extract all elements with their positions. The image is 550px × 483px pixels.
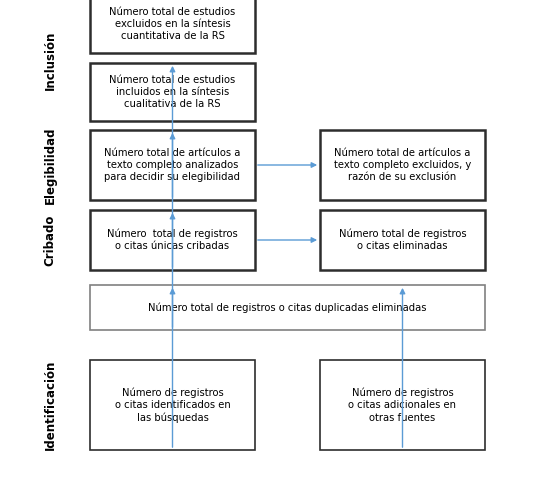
Text: Número total de estudios
incluidos en la síntesis
cualitativa de la RS: Número total de estudios incluidos en la… xyxy=(109,74,235,110)
Text: Identificación: Identificación xyxy=(43,360,57,450)
Bar xyxy=(320,360,485,450)
Bar xyxy=(320,210,485,270)
Text: Número total de artículos a
texto completo excluidos, y
razón de su exclusión: Número total de artículos a texto comple… xyxy=(334,148,471,183)
Bar xyxy=(90,360,255,450)
Text: Número de registros
o citas identificados en
las búsquedas: Número de registros o citas identificado… xyxy=(114,387,230,423)
Text: Elegibilidad: Elegibilidad xyxy=(43,126,57,204)
Text: Número total de registros o citas duplicadas eliminadas: Número total de registros o citas duplic… xyxy=(148,302,427,313)
Text: Número total de estudios
excluidos en la síntesis
cuantitativa de la RS: Número total de estudios excluidos en la… xyxy=(109,7,235,42)
Bar xyxy=(90,130,255,200)
Bar xyxy=(90,0,255,53)
Bar xyxy=(90,210,255,270)
Text: Número total de registros
o citas eliminadas: Número total de registros o citas elimin… xyxy=(339,228,466,252)
Text: Inclusión: Inclusión xyxy=(43,30,57,90)
Text: Número de registros
o citas adicionales en
otras fuentes: Número de registros o citas adicionales … xyxy=(349,387,456,423)
Text: Número total de artículos a
texto completo analizados
para decidir su elegibilid: Número total de artículos a texto comple… xyxy=(104,148,241,183)
Text: Cribado: Cribado xyxy=(43,214,57,266)
Bar xyxy=(90,63,255,121)
Bar xyxy=(90,285,485,330)
Bar xyxy=(320,130,485,200)
Text: Número  total de registros
o citas únicas cribadas: Número total de registros o citas únicas… xyxy=(107,228,238,252)
